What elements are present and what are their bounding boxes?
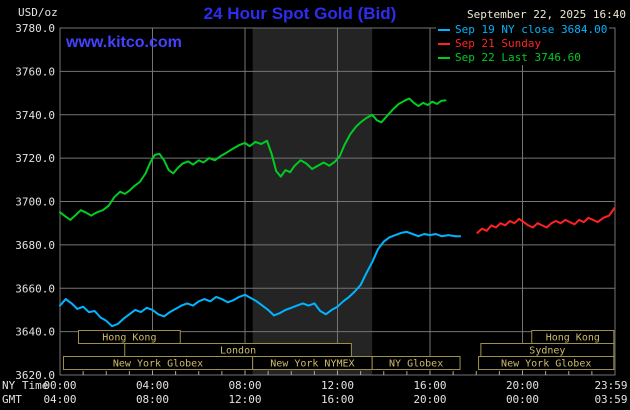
- y-axis-tick-label: 3620.0: [15, 369, 55, 382]
- price-series-sep22: [59, 97, 447, 221]
- y-axis-tick-label: 3640.0: [15, 326, 55, 339]
- legend: Sep 19 NY close 3684.00 Sep 21 Sunday Sep …: [436, 23, 610, 65]
- x-axis-ny-tick-label: 04:00: [136, 379, 169, 392]
- x-axis-gmt-tick-label: 16:00: [321, 393, 354, 406]
- session-label: New York NYMEX: [270, 359, 354, 370]
- session-label: Hong Kong: [102, 333, 156, 344]
- x-axis-gmt-label: GMT: [2, 393, 22, 406]
- x-axis-ny-tick-label: 12:00: [321, 379, 354, 392]
- y-axis-tick-label: 3680.0: [15, 239, 55, 252]
- legend-label: Sep 19 NY close 3684.00: [455, 23, 608, 36]
- x-axis-ny-label: NY Time: [2, 379, 49, 392]
- legend-label: Sep 22 Last 3746.60: [455, 51, 581, 64]
- x-axis-gmt-tick-label: 08:00: [136, 393, 169, 406]
- x-axis-ny-tick-label: 00:00: [43, 379, 76, 392]
- legend-label: Sep 21 Sunday: [455, 37, 542, 50]
- x-axis-ny-tick-label: 16:00: [413, 379, 446, 392]
- price-series-sep21: [476, 207, 616, 234]
- session-label: NY Globex: [389, 359, 443, 370]
- session-label: New York Globex: [501, 359, 591, 370]
- x-axis-gmt-tick-label: 20:00: [413, 393, 446, 406]
- x-axis-gmt-tick-label: 12:00: [228, 393, 261, 406]
- legend-marker: [438, 29, 450, 31]
- unit-label: USD/oz: [18, 6, 58, 19]
- legend-item: Sep 22 Last 3746.60: [436, 51, 610, 65]
- y-axis-tick-label: 3780.0: [15, 22, 55, 35]
- x-axis-ny-tick-label: 23:59: [594, 379, 627, 392]
- price-series-sep19: [59, 230, 462, 328]
- datetime-label: September 22, 2025 16:40: [467, 8, 626, 21]
- kitco-link[interactable]: www.kitco.com: [66, 34, 182, 51]
- x-axis-gmt-tick-label: 00:00: [506, 393, 539, 406]
- session-label: New York Globex: [113, 359, 203, 370]
- x-axis-ny-tick-label: 08:00: [228, 379, 261, 392]
- x-axis-gmt-tick-label: 04:00: [43, 393, 76, 406]
- x-axis-ny-tick-label: 20:00: [506, 379, 539, 392]
- session-label: Hong Kong: [546, 333, 600, 344]
- legend-marker: [438, 43, 450, 45]
- y-axis-tick-label: 3660.0: [15, 282, 55, 295]
- legend-item: Sep 19 NY close 3684.00: [436, 23, 610, 37]
- y-axis-tick-label: 3760.0: [15, 65, 55, 78]
- y-axis-tick-label: 3700.0: [15, 196, 55, 209]
- session-label: London: [220, 346, 256, 357]
- y-axis-tick-label: 3740.0: [15, 109, 55, 122]
- legend-item: Sep 21 Sunday: [436, 37, 610, 51]
- session-box: [478, 356, 615, 370]
- y-axis-tick-label: 3720.0: [15, 152, 55, 165]
- session-label: Sydney: [529, 346, 565, 357]
- session-box: [371, 356, 461, 370]
- legend-marker: [438, 57, 450, 59]
- chart-title: 24 Hour Spot Gold (Bid): [203, 4, 397, 23]
- x-axis-gmt-tick-label: 03:59: [594, 393, 627, 406]
